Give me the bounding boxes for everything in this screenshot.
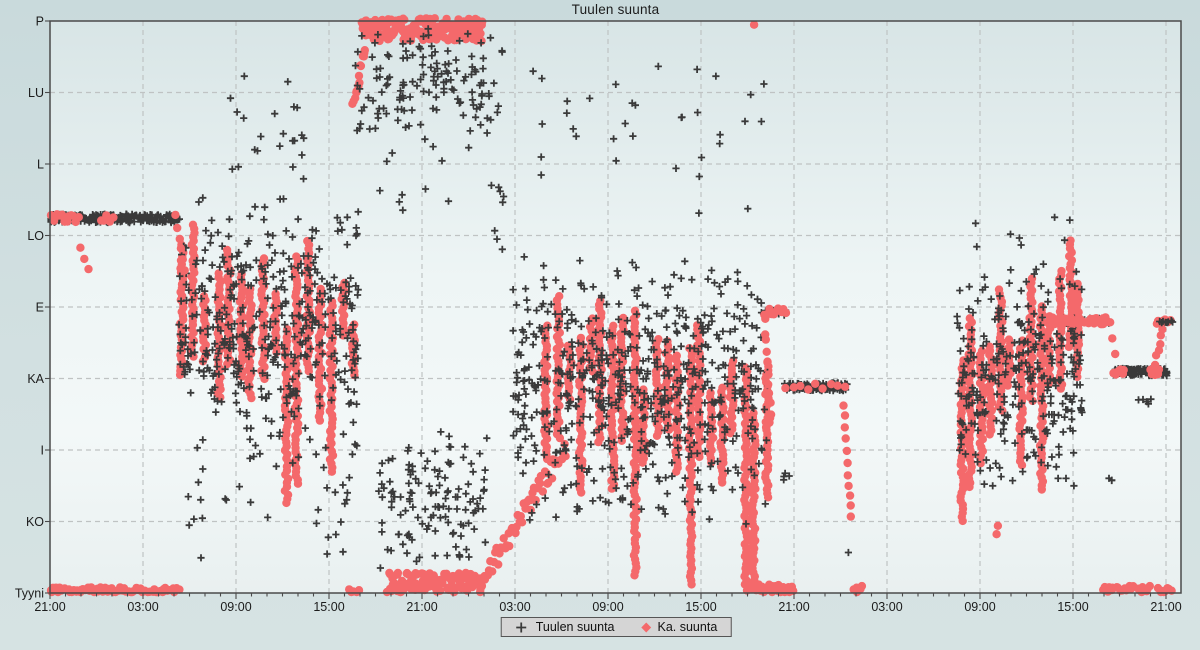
series-ka-suunta-points bbox=[1112, 581, 1138, 595]
x-axis-label-4: 21:00 bbox=[406, 600, 437, 614]
series-ka-suunta-points bbox=[956, 236, 1084, 526]
series-ka-suunta-points bbox=[175, 220, 359, 508]
x-axis-label-5: 03:00 bbox=[499, 600, 530, 614]
series-tuulen-suunta-points bbox=[351, 25, 506, 143]
series-ka-suunta-points bbox=[1109, 365, 1128, 379]
series-tuulen-suunta-points bbox=[289, 104, 308, 183]
series-ka-suunta-points bbox=[781, 379, 850, 394]
series-tuulen-suunta-points bbox=[184, 474, 353, 562]
legend: Tuulen suunta Ka. suunta bbox=[500, 617, 732, 637]
x-axis-label-11: 15:00 bbox=[1057, 600, 1088, 614]
chart-title: Tuulen suunta bbox=[571, 2, 660, 17]
series-tuulen-suunta-points bbox=[175, 194, 362, 473]
x-axis-label-1: 03:00 bbox=[127, 600, 158, 614]
series-ka-suunta-points bbox=[761, 413, 775, 432]
y-axis-label-i: I bbox=[41, 444, 44, 458]
series-tuulen-suunta-points bbox=[780, 469, 793, 484]
series-ka-suunta-points bbox=[839, 401, 855, 521]
series-tuulen-suunta-points bbox=[1156, 317, 1177, 327]
x-axis-label-10: 09:00 bbox=[964, 600, 995, 614]
y-axis-label-lu: LU bbox=[28, 86, 44, 100]
series-ka-suunta-points bbox=[348, 46, 369, 109]
series-tuulen-suunta-points bbox=[509, 253, 772, 528]
series-tuulen-suunta-points bbox=[240, 72, 248, 80]
series-ka-suunta-points bbox=[761, 314, 776, 419]
legend-label-avg-direction: Ka. suunta bbox=[657, 620, 718, 634]
legend-item-avg-direction: Ka. suunta bbox=[641, 620, 718, 634]
series-ka-suunta-points bbox=[476, 439, 570, 591]
series-tuulen-suunta-points bbox=[1105, 474, 1116, 485]
y-axis-label-ko: KO bbox=[26, 515, 44, 529]
series-ka-suunta-points bbox=[357, 14, 487, 46]
legend-item-wind-direction: Tuulen suunta bbox=[515, 620, 615, 634]
axis-ticks bbox=[45, 20, 1167, 599]
x-axis-label-7: 15:00 bbox=[685, 600, 716, 614]
y-axis-label-lo: LO bbox=[27, 229, 44, 243]
x-axis-label-6: 09:00 bbox=[592, 600, 623, 614]
diamond-icon bbox=[641, 622, 651, 632]
series-tuulen-suunta-points bbox=[1134, 395, 1155, 408]
series-tuulen-suunta-points bbox=[375, 428, 491, 572]
series-ka-suunta-points bbox=[46, 210, 83, 227]
series-tuulen-suunta-points bbox=[376, 143, 508, 214]
y-axis-label-ka: KA bbox=[27, 372, 44, 386]
series-tuulen-suunta-points bbox=[487, 181, 506, 253]
series-ka-suunta-points bbox=[1046, 313, 1115, 329]
x-axis-label-0: 21:00 bbox=[34, 600, 65, 614]
series-tuulen-suunta-points bbox=[529, 62, 768, 217]
y-axis-label-p: P bbox=[36, 15, 44, 29]
x-axis-label-2: 09:00 bbox=[220, 600, 251, 614]
series-tuulen-suunta-points bbox=[844, 548, 852, 557]
legend-label-wind-direction: Tuulen suunta bbox=[535, 620, 615, 634]
series-ka-suunta-points bbox=[76, 243, 93, 274]
x-axis-label-9: 03:00 bbox=[871, 600, 902, 614]
y-axis-label-l: L bbox=[37, 158, 44, 172]
series-tuulen-suunta-points bbox=[972, 213, 1074, 274]
x-axis-label-12: 21:00 bbox=[1150, 600, 1181, 614]
series-ka-suunta-points bbox=[1108, 334, 1120, 359]
series-ka-suunta-points bbox=[171, 210, 189, 275]
series-ka-suunta-points bbox=[749, 20, 759, 29]
y-axis-label-tyyni: Tyyni bbox=[15, 587, 44, 601]
series-ka-suunta-points bbox=[992, 521, 1003, 539]
series-ka-suunta-points bbox=[1148, 317, 1169, 375]
y-axis-label-e: E bbox=[36, 301, 44, 315]
plus-icon bbox=[516, 622, 527, 632]
series-ka-suunta-points bbox=[382, 568, 485, 597]
x-axis-label-3: 15:00 bbox=[313, 600, 344, 614]
series-ka-suunta-points bbox=[97, 211, 118, 226]
x-axis-label-8: 21:00 bbox=[778, 600, 809, 614]
